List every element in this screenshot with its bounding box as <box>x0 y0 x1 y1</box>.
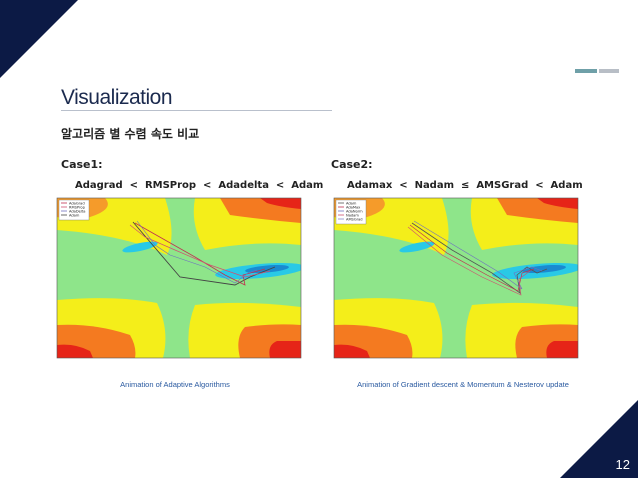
page-number: 12 <box>615 457 630 472</box>
accent-bar-teal <box>575 69 597 73</box>
case2-caption: Animation of Gradient descent & Momentum… <box>357 380 569 389</box>
case1-legend-entry: Adam <box>69 214 80 218</box>
case1-legend-entry: AdaDelta <box>69 210 85 214</box>
title-underline <box>61 110 332 111</box>
accent-bar-gray <box>599 69 619 73</box>
case2-legend-entry: Adam <box>346 202 357 206</box>
corner-triangle-top-left <box>0 0 78 78</box>
case2-legend-entry: AdaNorm <box>346 210 363 214</box>
case1-legend-entry: AdaGrad <box>69 202 85 206</box>
corner-triangle-bottom-right <box>560 400 638 478</box>
case2-label: Case2: <box>331 158 373 171</box>
case2-comparison: Adamax < Nadam ≤ AMSGrad < Adam <box>347 180 583 191</box>
slide-subtitle: 알고리즘 별 수렴 속도 비교 <box>61 127 200 141</box>
case2-legend-entry: AdaMax <box>346 206 361 210</box>
case1-comparison: Adagrad < RMSProp < Adadelta < Adam <box>75 180 324 191</box>
case1-legend-entry: RMSProp <box>69 206 86 210</box>
case2-optimization-plot: Adam AdaMax AdaNorm Nadam AMSGrad <box>333 197 579 359</box>
case1-label: Case1: <box>61 158 103 171</box>
case2-legend-entry: AMSGrad <box>346 218 363 222</box>
case1-caption: Animation of Adaptive Algorithms <box>120 380 230 389</box>
case1-optimization-plot: AdaGrad RMSProp AdaDelta Adam <box>56 197 302 359</box>
slide-title: Visualization <box>61 86 173 109</box>
case2-legend-entry: Nadam <box>346 214 359 218</box>
